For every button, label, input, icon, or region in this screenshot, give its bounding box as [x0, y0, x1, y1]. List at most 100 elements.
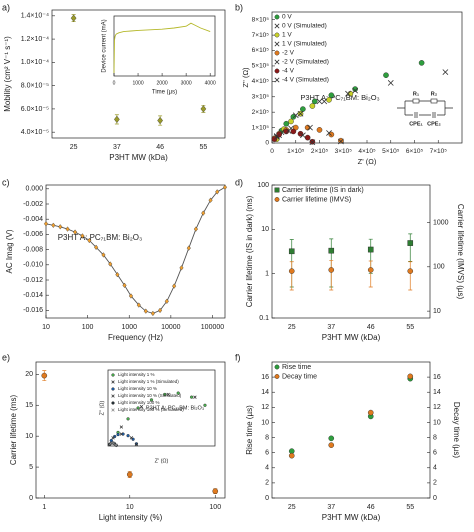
marker — [283, 120, 290, 127]
marker — [179, 265, 184, 271]
panel-label: b) — [235, 2, 243, 12]
y-tick-label: 8×10⁵ — [252, 16, 270, 23]
marker — [290, 114, 297, 120]
y-axis-label: Device current (mA) — [102, 19, 108, 72]
circuit-label: R₂ — [431, 91, 438, 97]
marker — [307, 124, 313, 131]
inset-background — [96, 12, 223, 94]
legend-label: Rise time — [282, 364, 311, 371]
marker — [157, 307, 163, 314]
marker — [285, 128, 292, 134]
y-axis-label: AC Imag (V) — [5, 229, 14, 273]
error-bar — [408, 233, 413, 262]
y-tick-label: -0.006 — [23, 231, 43, 238]
marker — [108, 261, 113, 267]
marker — [193, 226, 198, 232]
x-tick-label: 0 — [270, 148, 274, 155]
legend-label: Light intensity 10 % — [118, 386, 157, 391]
panel-label: d) — [235, 177, 243, 187]
y-tick-label: 1×10⁵ — [252, 124, 270, 131]
x-tick-label: 37 — [327, 324, 335, 331]
marker — [111, 401, 115, 405]
y2-tick-label: 8 — [433, 434, 437, 441]
marker — [309, 139, 316, 146]
resistor — [430, 98, 438, 104]
y-tick-label: 8.0×10⁻⁵ — [21, 82, 49, 89]
marker — [367, 267, 374, 273]
legend-label: Light intensity 1 % (Simulated) — [118, 379, 179, 384]
marker — [326, 97, 332, 103]
marker — [114, 115, 120, 124]
y-tick-label: -0.014 — [23, 292, 43, 299]
marker — [274, 187, 280, 193]
y2-tick-label: 16 — [433, 374, 441, 381]
x-tick-label: 37 — [113, 144, 121, 151]
y-tick-label: 0 — [265, 495, 269, 502]
marker — [164, 298, 169, 304]
x-axis-label: P3HT MW (kDa) — [322, 513, 381, 522]
x-axis-label: Frequency (Hz) — [108, 333, 163, 342]
x-tick-label: 100 — [209, 504, 221, 511]
y2-tick-label: 12 — [433, 404, 441, 411]
marker — [172, 283, 177, 289]
panel-label: a) — [2, 2, 10, 12]
x-tick-label: 100000 — [201, 324, 224, 331]
marker — [101, 252, 106, 258]
marker — [212, 488, 219, 495]
marker — [288, 452, 295, 459]
marker — [338, 137, 344, 144]
marker — [80, 233, 85, 239]
y2-tick-label: 100 — [433, 264, 445, 271]
y-tick-label: 10 — [25, 433, 33, 440]
x-tick-label: 55 — [406, 324, 414, 331]
y-tick-label: 2×10⁵ — [252, 109, 270, 116]
plot-frame — [271, 184, 431, 319]
marker — [111, 408, 115, 412]
plot-frame — [51, 9, 226, 139]
marker — [407, 373, 414, 380]
legend-label: Light intensity 1 % — [118, 372, 155, 377]
marker — [304, 134, 311, 141]
x-tick-label: 25 — [288, 504, 296, 511]
error-bar — [408, 261, 413, 291]
y2-tick-label: 10 — [433, 308, 441, 315]
marker — [328, 92, 335, 99]
marker — [126, 471, 133, 478]
marker — [407, 240, 414, 246]
y-tick-label: 0 — [265, 140, 269, 147]
annotation: P3HT A: PC₇₁BM: Bi₂O₃ — [58, 233, 143, 242]
marker — [274, 50, 280, 56]
marker — [116, 433, 120, 437]
marker — [297, 110, 304, 117]
x-tick-label: 5×10⁵ — [382, 148, 400, 155]
x-tick-label: 25 — [70, 144, 78, 151]
y-tick-label: 5×10⁵ — [252, 63, 270, 70]
marker — [149, 398, 154, 402]
y2-tick-label: 14 — [433, 389, 441, 396]
marker — [274, 23, 280, 29]
x-tick-label: 2×10⁵ — [311, 148, 329, 155]
legend-label: -4 V (Simulated) — [282, 77, 329, 84]
y-tick-label: 0.1 — [259, 315, 269, 322]
marker — [383, 72, 389, 78]
marker — [134, 442, 139, 447]
y-axis-label: Z'' (Ω) — [99, 400, 105, 415]
legend-label: 0 V (Simulated) — [282, 23, 327, 30]
y-tick-label: -0.010 — [23, 262, 43, 269]
marker — [328, 442, 335, 448]
marker — [73, 229, 78, 235]
marker — [215, 189, 220, 195]
marker — [94, 244, 99, 250]
marker — [119, 432, 124, 436]
marker — [274, 59, 280, 65]
legend-label: Carrier lifetime (IS in dark) — [282, 187, 364, 194]
y2-tick-label: 2 — [433, 480, 437, 487]
y2-axis-label: Decay time (µs) — [452, 402, 461, 459]
y-axis-label: Carrier lifetime (IS in dark) (ms) — [245, 195, 254, 307]
x-tick-label: 46 — [367, 504, 375, 511]
legend-label: Carrier lifetime (IMVS) — [282, 196, 351, 203]
y-tick-label: 10 — [261, 226, 269, 233]
marker — [274, 14, 280, 20]
y-tick-label: 5 — [29, 464, 33, 471]
marker — [407, 268, 414, 274]
